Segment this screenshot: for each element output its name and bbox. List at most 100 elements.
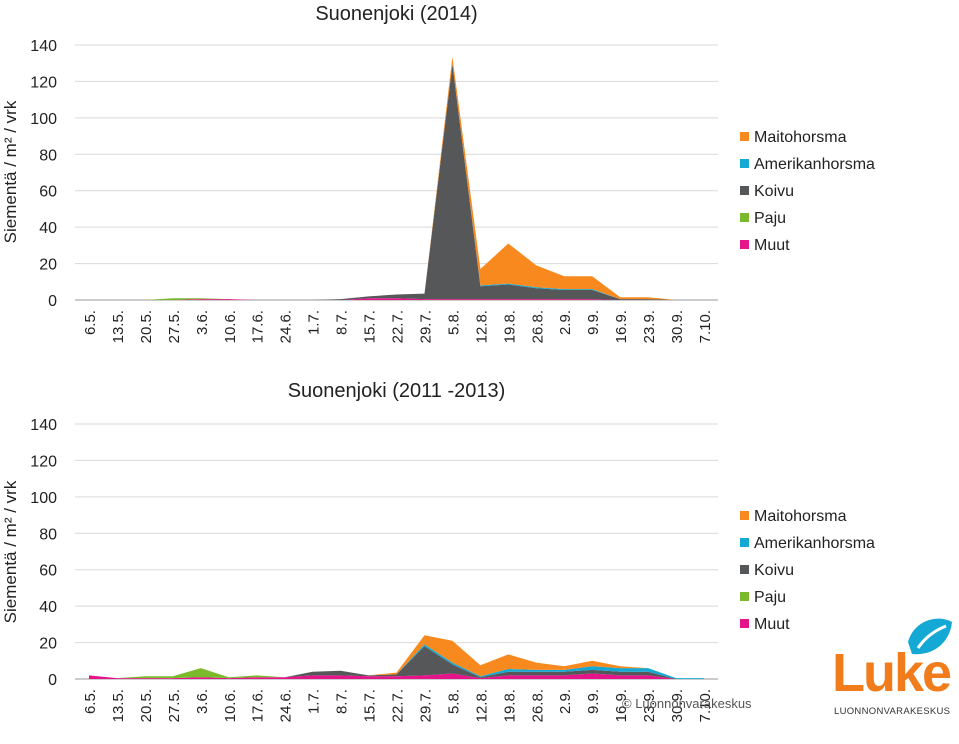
- x-tick-label: 30.9.: [669, 310, 686, 343]
- y-tick-label: 40: [39, 220, 57, 237]
- legend-label: Amerikanhorsma: [754, 156, 875, 173]
- x-tick-label: 27.5.: [166, 689, 183, 722]
- area-amerikanhorsma: [89, 644, 704, 679]
- legend-label: Paju: [754, 210, 786, 227]
- legend-swatch: [740, 511, 749, 520]
- x-tick-label: 16.9.: [613, 310, 630, 343]
- luke-logo: Luke LUONNONVARAKESKUS: [826, 612, 954, 724]
- area-amerikanhorsma: [89, 64, 704, 300]
- y-tick-label: 140: [30, 417, 57, 434]
- x-tick-label: 27.5.: [166, 310, 183, 343]
- legend-label: Paju: [754, 589, 786, 606]
- area-muut: [89, 673, 704, 679]
- x-tick-label: 20.5.: [138, 689, 155, 722]
- legend-label: Muut: [754, 616, 790, 633]
- x-tick-label: 8.7.: [334, 689, 351, 714]
- x-tick-label: 13.5.: [110, 310, 127, 343]
- y-axis-label: Siementä / m² / vrk: [1, 100, 20, 243]
- legend-swatch: [740, 592, 749, 601]
- x-tick-label: 2.9.: [557, 310, 574, 335]
- y-tick-label: 100: [30, 111, 57, 128]
- x-tick-label: 13.5.: [110, 689, 127, 722]
- x-tick-label: 17.6.: [250, 689, 267, 722]
- x-tick-label: 22.7.: [390, 310, 407, 343]
- x-tick-label: 3.6.: [194, 689, 211, 714]
- y-tick-label: 120: [30, 453, 57, 470]
- x-tick-label: 10.6.: [222, 310, 239, 343]
- legend-swatch: [740, 132, 749, 141]
- x-tick-label: 30.9.: [669, 689, 686, 722]
- y-tick-label: 100: [30, 490, 57, 507]
- x-tick-label: 12.8.: [473, 689, 490, 722]
- x-tick-label: 1.7.: [306, 310, 323, 335]
- y-tick-label: 120: [30, 74, 57, 91]
- x-tick-label: 16.9.: [613, 689, 630, 722]
- x-tick-label: 17.6.: [250, 310, 267, 343]
- x-tick-label: 24.6.: [278, 310, 295, 343]
- legend-swatch: [740, 240, 749, 249]
- y-tick-label: 40: [39, 599, 57, 616]
- legend-label: Koivu: [754, 562, 794, 579]
- chart-title: Suonenjoki (2011 -2013): [288, 380, 506, 402]
- legend-label: Muut: [754, 237, 790, 254]
- x-tick-label: 5.8.: [445, 689, 462, 714]
- x-tick-label: 10.6.: [222, 689, 239, 722]
- y-tick-label: 80: [39, 147, 57, 164]
- x-tick-label: 19.8.: [501, 689, 518, 722]
- legend-label: Maitohorsma: [754, 508, 847, 525]
- logo-subtitle: LUONNONVARAKESKUS: [834, 706, 951, 717]
- area-maitohorsma: [89, 635, 704, 679]
- x-tick-label: 20.5.: [138, 310, 155, 343]
- area-muut: [89, 298, 704, 300]
- legend-swatch: [740, 159, 749, 168]
- copyright-text: © Luonnonvarakeskus: [622, 696, 752, 711]
- x-tick-label: 22.7.: [390, 689, 407, 722]
- x-tick-label: 9.9.: [585, 689, 602, 714]
- leaf-icon: [908, 618, 952, 655]
- x-tick-label: 15.7.: [362, 689, 379, 722]
- legend-label: Koivu: [754, 183, 794, 200]
- x-tick-label: 26.8.: [529, 689, 546, 722]
- y-tick-label: 60: [39, 184, 57, 201]
- logo-word: Luke: [832, 643, 952, 703]
- y-axis-label: Siementä / m² / vrk: [1, 480, 20, 623]
- legend-label: Maitohorsma: [754, 129, 847, 146]
- chart-title: Suonenjoki (2014): [315, 3, 477, 25]
- x-tick-label: 5.8.: [445, 310, 462, 335]
- y-tick-label: 0: [48, 672, 57, 689]
- legend-swatch: [740, 213, 749, 222]
- legend-label: Amerikanhorsma: [754, 535, 875, 552]
- y-tick-label: 60: [39, 563, 57, 580]
- x-tick-label: 23.9.: [641, 310, 658, 343]
- x-tick-label: 2.9.: [557, 689, 574, 714]
- legend-swatch: [740, 538, 749, 547]
- x-tick-label: 3.6.: [194, 310, 211, 335]
- x-tick-label: 15.7.: [362, 310, 379, 343]
- x-tick-label: 6.5.: [82, 310, 99, 335]
- area-koivu: [89, 64, 704, 300]
- y-tick-label: 80: [39, 526, 57, 543]
- x-tick-label: 29.7.: [417, 310, 434, 343]
- x-tick-label: 24.6.: [278, 689, 295, 722]
- x-tick-label: 7.10.: [697, 689, 714, 722]
- y-tick-label: 0: [48, 293, 57, 310]
- x-tick-label: 23.9.: [641, 689, 658, 722]
- x-tick-label: 26.8.: [529, 310, 546, 343]
- x-tick-label: 6.5.: [82, 689, 99, 714]
- y-tick-label: 20: [39, 636, 57, 653]
- x-tick-label: 8.7.: [334, 310, 351, 335]
- x-tick-label: 7.10.: [697, 310, 714, 343]
- x-tick-label: 29.7.: [417, 689, 434, 722]
- area-paju: [89, 668, 704, 679]
- y-tick-label: 140: [30, 38, 57, 55]
- y-tick-label: 20: [39, 257, 57, 274]
- legend-swatch: [740, 565, 749, 574]
- legend-swatch: [740, 619, 749, 628]
- area-paju: [89, 298, 704, 300]
- x-tick-label: 9.9.: [585, 310, 602, 335]
- x-tick-label: 12.8.: [473, 310, 490, 343]
- legend-swatch: [740, 186, 749, 195]
- x-tick-label: 19.8.: [501, 310, 518, 343]
- x-tick-label: 1.7.: [306, 689, 323, 714]
